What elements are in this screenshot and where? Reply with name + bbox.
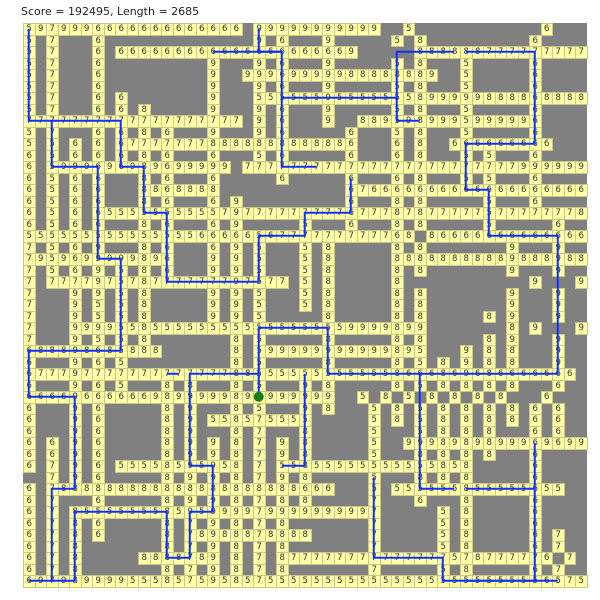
grid-cell: 8 [471, 391, 484, 404]
grid-cell: 6 [575, 230, 588, 243]
grid-cell: 5 [575, 575, 588, 588]
grid-cell: 7 [276, 276, 289, 289]
grid-cell: 9 [529, 322, 542, 335]
grid-cell: 6 [552, 402, 565, 415]
grid-cell: 5 [552, 483, 565, 496]
grid-cell: 8 [483, 402, 496, 415]
grid-cell: 7 [563, 552, 576, 565]
grid-cell: 9 [575, 322, 588, 335]
grid-cell: 9 [575, 161, 588, 174]
grid-cell: 9 [322, 115, 335, 128]
grid-cell: 6 [563, 184, 576, 197]
grid-cell: 9 [529, 276, 542, 289]
grid-cell: 5 [299, 299, 312, 312]
grid-cell: 6 [540, 138, 553, 151]
grid-cell: 5 [391, 34, 404, 47]
grid-cell: 7 [230, 115, 243, 128]
grid-cell: 7 [563, 207, 576, 220]
grid-cell: 8 [391, 414, 404, 427]
grid-cell: 8 [322, 402, 335, 415]
grid-cell: 6 [540, 391, 553, 404]
grid-cell: 6 [414, 494, 427, 507]
grid-cell: 8 [563, 92, 576, 105]
grid-cell: 6 [563, 368, 576, 381]
grid-cell: 6 [276, 172, 289, 185]
grid-cell: 9 [345, 46, 358, 59]
grid-cell: 9 [563, 161, 576, 174]
grid-cell: 5 [402, 23, 415, 36]
grid-cell: 9 [425, 69, 438, 82]
grid-cell: 9 [506, 264, 519, 277]
grid-cell: 8 [506, 379, 519, 392]
grid-cell: 8 [483, 310, 496, 323]
grid-cell: 8 [299, 529, 312, 542]
grid-cell: 8 [149, 345, 162, 358]
grid-cell: 6 [322, 483, 335, 496]
grid-cell: 9 [552, 264, 565, 277]
grid-cell: 8 [460, 379, 473, 392]
grid-cell: 6 [552, 379, 565, 392]
grid-cell: 9 [575, 437, 588, 450]
grid-cell: 6 [92, 529, 105, 542]
grid-cell: 8 [414, 264, 427, 277]
grid-cell: 8 [506, 414, 519, 427]
grid-cell: 8 [575, 92, 588, 105]
grid-cell: 8 [483, 379, 496, 392]
score-length-status: Score = 192495, Length = 2685 [21, 5, 200, 18]
grid-cell: 6 [23, 460, 36, 473]
grid-cell: 7 [575, 46, 588, 59]
grid-cell: 9 [218, 161, 231, 174]
grid-cell: 6 [230, 23, 243, 36]
grid-cell: 6 [540, 23, 553, 36]
grid-cell: 8 [483, 448, 496, 461]
grid-cell: 9 [575, 276, 588, 289]
grid-cell: 9 [368, 23, 381, 36]
grid-cell: 6 [529, 425, 542, 438]
grid-cell: 7 [563, 46, 576, 59]
grid-cell: 8 [494, 391, 507, 404]
grid-cell: 8 [575, 207, 588, 220]
grid-cell: 9 [552, 310, 565, 323]
grid-cell: 6 [575, 184, 588, 197]
grid-cell: 8 [575, 253, 588, 266]
